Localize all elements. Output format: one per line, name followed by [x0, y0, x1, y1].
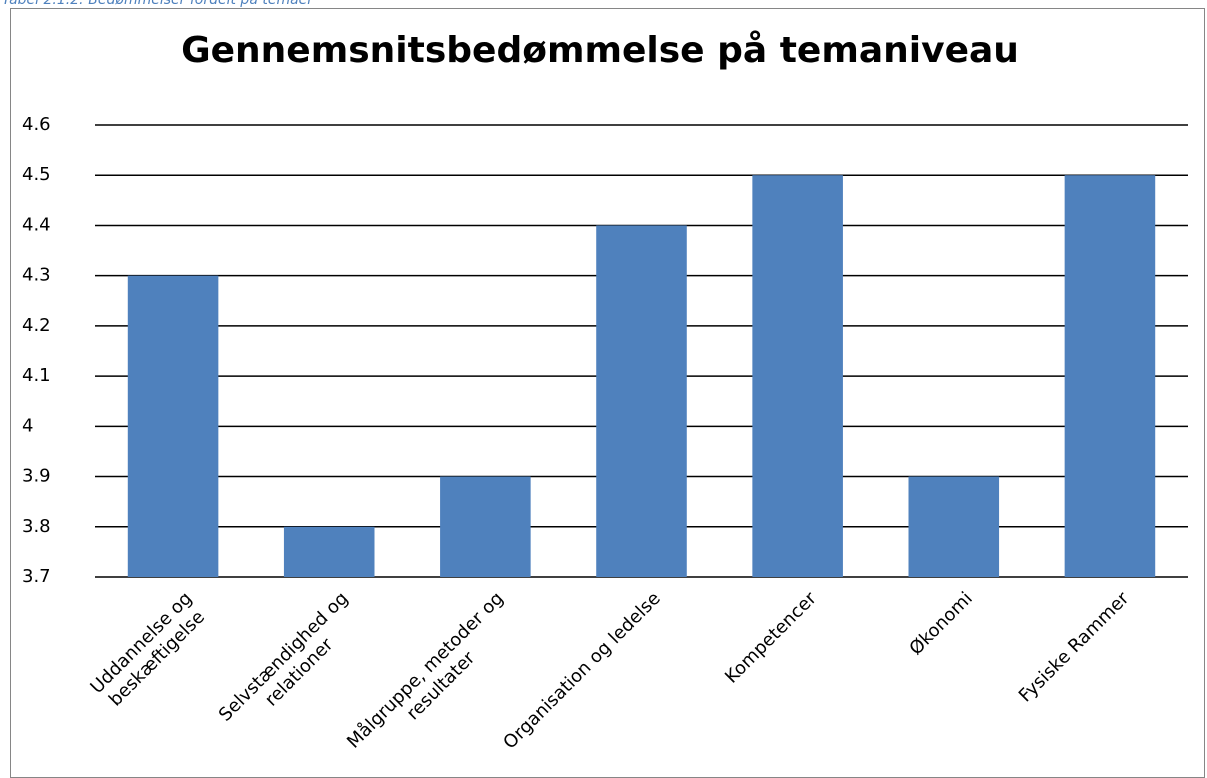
y-tick-label: 3.9	[22, 466, 51, 487]
caption: Tabel 2.1.2: Bedømmelser fordelt på tema…	[2, 0, 314, 8]
bar	[440, 476, 531, 577]
y-tick-label: 3.8	[22, 516, 51, 537]
chart-title: Gennemsnitsbedømmelse på temaniveau	[181, 30, 1019, 71]
y-tick-label: 4	[22, 415, 33, 436]
y-tick-label: 4.5	[22, 164, 51, 185]
y-tick-label: 4.4	[22, 214, 51, 235]
y-tick-label: 4.2	[22, 315, 51, 336]
bar	[283, 526, 375, 577]
bar	[752, 175, 843, 577]
bar	[596, 225, 687, 577]
bar	[127, 275, 219, 577]
y-tick-label: 4.6	[22, 114, 51, 135]
y-tick-label: 4.1	[22, 365, 51, 386]
bar	[908, 476, 1000, 577]
y-tick-label: 4.3	[22, 265, 51, 286]
bar	[1064, 175, 1156, 577]
y-tick-label: 3.7	[22, 566, 51, 587]
